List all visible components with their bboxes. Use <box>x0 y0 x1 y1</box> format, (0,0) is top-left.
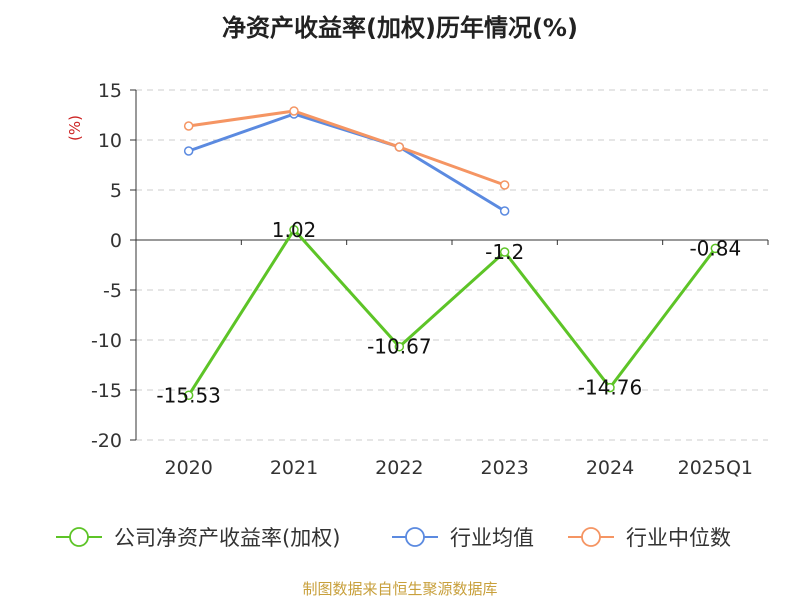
legend-marker <box>581 527 601 547</box>
data-point <box>394 142 405 152</box>
data-point <box>289 106 299 116</box>
legend-marker <box>69 527 89 547</box>
y-tick-label: 0 <box>110 230 122 252</box>
data-label: -14.76 <box>578 376 642 400</box>
data-label: -1.2 <box>485 240 524 264</box>
y-tick-label: -15 <box>91 380 122 402</box>
data-label: -10.67 <box>367 335 431 359</box>
data-point <box>289 225 299 235</box>
data-label: -15.53 <box>156 383 220 407</box>
y-tick-label: -10 <box>91 330 122 352</box>
x-tick-label: 2020 <box>164 457 212 479</box>
x-tick-label: 2024 <box>586 457 634 479</box>
data-point <box>183 390 194 401</box>
legend-marker <box>405 527 425 547</box>
x-tick-label: 2025Q1 <box>678 457 753 479</box>
y-tick-label: 5 <box>110 180 122 202</box>
source-note: 制图数据来自恒生聚源数据库 <box>302 580 498 598</box>
data-point <box>394 341 405 352</box>
data-label: -0.84 <box>689 236 741 260</box>
data-point <box>710 243 721 254</box>
legend-label: 公司净资产收益率(加权) <box>114 526 340 550</box>
legend-label: 行业均值 <box>450 526 534 550</box>
data-point <box>183 146 194 156</box>
y-tick-label: 15 <box>98 80 122 102</box>
data-point <box>605 382 615 393</box>
data-point <box>499 247 510 257</box>
series-line <box>188 109 506 187</box>
data-label: 1.02 <box>272 218 317 242</box>
y-tick-label: -20 <box>91 430 122 452</box>
series-line <box>187 228 717 397</box>
data-point <box>499 180 510 190</box>
y-tick-label: -5 <box>103 280 122 302</box>
x-tick-label: 2022 <box>375 457 423 479</box>
data-point <box>183 121 194 131</box>
legend-label: 行业中位数 <box>626 526 731 550</box>
y-tick-label: 10 <box>98 130 122 152</box>
data-point <box>499 206 510 216</box>
y-axis-label: (%) <box>66 115 84 141</box>
x-tick-label: 2023 <box>480 457 528 479</box>
x-tick-label: 2021 <box>270 457 318 479</box>
chart-title: 净资产收益率(加权)历年情况(%) <box>222 14 578 42</box>
